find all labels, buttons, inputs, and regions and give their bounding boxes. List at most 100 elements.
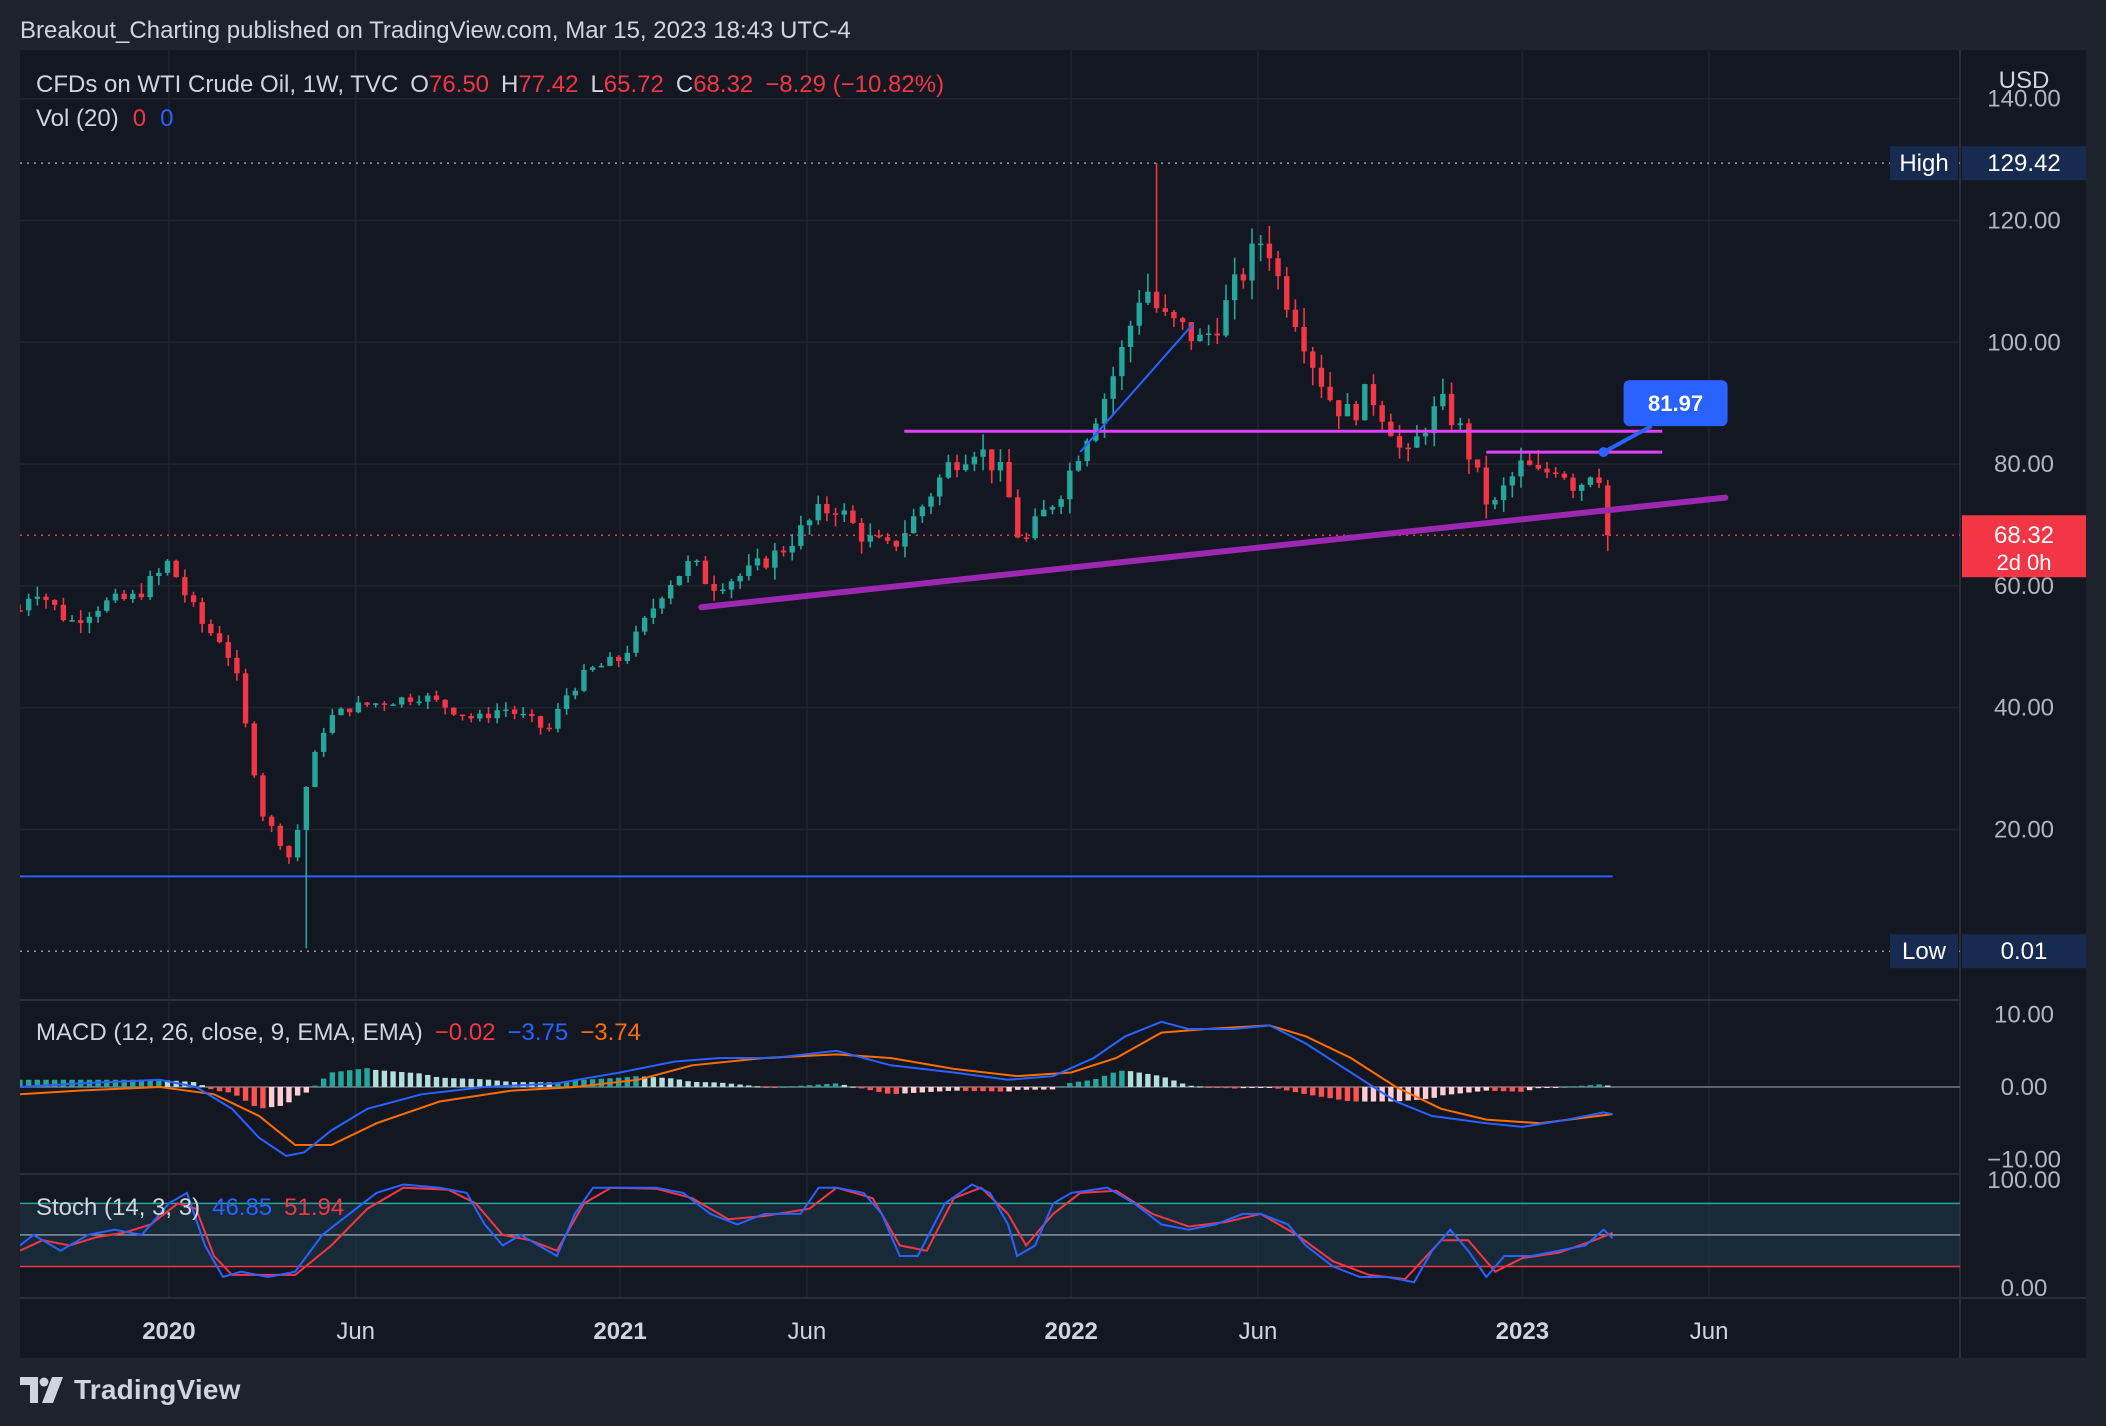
macd-histogram-bar[interactable]	[1596, 1084, 1602, 1087]
candle-down[interactable]	[1240, 267, 1247, 289]
macd-histogram-bar[interactable]	[1457, 1087, 1463, 1094]
candle-down[interactable]	[989, 449, 995, 484]
candle-body[interactable]	[78, 620, 84, 623]
candle-up[interactable]	[1041, 499, 1047, 517]
candle-body[interactable]	[1162, 308, 1168, 312]
candle-body[interactable]	[1526, 460, 1533, 465]
candle-body[interactable]	[720, 589, 726, 592]
candle-body[interactable]	[1145, 291, 1151, 303]
macd-histogram-bar[interactable]	[268, 1087, 275, 1108]
candle-body[interactable]	[1015, 497, 1021, 538]
macd-histogram-bar[interactable]	[121, 1079, 127, 1087]
candle-body[interactable]	[728, 581, 735, 590]
candle-up[interactable]	[130, 589, 136, 603]
macd-histogram-bar[interactable]	[1119, 1070, 1125, 1087]
candle-down[interactable]	[225, 634, 231, 666]
candle-up[interactable]	[1500, 477, 1507, 512]
candle-body[interactable]	[234, 657, 240, 674]
candle-body[interactable]	[156, 572, 162, 577]
candle-down[interactable]	[1310, 347, 1316, 386]
macd-histogram-bar[interactable]	[1448, 1087, 1455, 1095]
candle-up[interactable]	[416, 695, 422, 706]
macd-histogram-bar[interactable]	[1579, 1085, 1585, 1087]
macd-histogram-bar[interactable]	[893, 1087, 899, 1094]
macd-histogram-bar[interactable]	[711, 1082, 717, 1087]
macd-histogram-bar[interactable]	[364, 1068, 370, 1087]
macd-histogram-bar[interactable]	[303, 1087, 310, 1093]
macd-histogram-bar[interactable]	[997, 1087, 1004, 1092]
macd-histogram-bar[interactable]	[876, 1087, 882, 1092]
candle-down[interactable]	[1552, 466, 1559, 478]
candle-body[interactable]	[989, 449, 995, 471]
candle-body[interactable]	[954, 462, 960, 471]
macd-histogram-bar[interactable]	[746, 1085, 752, 1087]
candle-up[interactable]	[95, 606, 101, 623]
candle-body[interactable]	[1041, 509, 1047, 517]
candle-down[interactable]	[1448, 382, 1455, 431]
candle-up[interactable]	[728, 578, 735, 599]
candle-down[interactable]	[537, 715, 544, 735]
candle-up[interactable]	[789, 533, 795, 561]
candle-body[interactable]	[1292, 309, 1299, 327]
candle-down[interactable]	[286, 845, 292, 864]
macd-histogram-bar[interactable]	[347, 1070, 353, 1087]
candle-body[interactable]	[1179, 318, 1186, 323]
candle-down[interactable]	[1284, 266, 1290, 318]
price-tick[interactable]: 60.00	[1994, 573, 2054, 600]
candle-up[interactable]	[355, 695, 362, 714]
stoch-tick[interactable]: 100.00	[1987, 1167, 2060, 1194]
macd-pane[interactable]	[17, 1020, 1960, 1157]
candle-up[interactable]	[1049, 505, 1056, 515]
candle-up[interactable]	[69, 615, 75, 622]
macd-histogram-bar[interactable]	[1344, 1087, 1351, 1101]
macd-histogram-bar[interactable]	[980, 1087, 986, 1092]
candle-body[interactable]	[477, 713, 483, 719]
time-tick[interactable]: 2022	[1045, 1318, 1098, 1345]
candle-up[interactable]	[1223, 284, 1229, 338]
candle-body[interactable]	[529, 713, 535, 717]
macd-histogram-bar[interactable]	[1292, 1087, 1299, 1093]
candle-up[interactable]	[1509, 471, 1515, 498]
macd-histogram-bar[interactable]	[104, 1079, 110, 1087]
candle-up[interactable]	[685, 555, 691, 583]
macd-histogram-bar[interactable]	[320, 1078, 327, 1087]
candle-body[interactable]	[17, 610, 23, 612]
macd-histogram-bar[interactable]	[1075, 1081, 1082, 1087]
candle-body[interactable]	[303, 786, 310, 831]
macd-histogram-bar[interactable]	[1518, 1087, 1524, 1092]
candle-up[interactable]	[641, 615, 648, 636]
candle-up[interactable]	[520, 707, 526, 718]
candle-body[interactable]	[1284, 276, 1290, 310]
candle-body[interactable]	[1336, 400, 1342, 417]
macd-signal-line[interactable]	[19, 1024, 1613, 1146]
macd-histogram-bar[interactable]	[234, 1087, 240, 1096]
time-tick[interactable]: Jun	[336, 1318, 375, 1345]
candle-body[interactable]	[694, 560, 700, 563]
macd-histogram-bar[interactable]	[763, 1087, 769, 1088]
candle-body[interactable]	[104, 600, 110, 611]
candle-up[interactable]	[815, 495, 821, 525]
candle-body[interactable]	[884, 537, 891, 541]
candle-up[interactable]	[34, 586, 41, 606]
candle-body[interactable]	[1440, 393, 1446, 407]
candle-down[interactable]	[268, 814, 275, 833]
candle-body[interactable]	[1414, 436, 1420, 448]
candle-up[interactable]	[980, 434, 986, 471]
candle-body[interactable]	[399, 697, 405, 705]
ascending-trendline[interactable]	[698, 494, 1729, 611]
macd-histogram-bar[interactable]	[1240, 1087, 1247, 1089]
candle-up[interactable]	[320, 727, 327, 757]
candle-down[interactable]	[52, 599, 58, 611]
candle-body[interactable]	[1153, 291, 1160, 309]
candle-up[interactable]	[1067, 462, 1073, 514]
candle-up[interactable]	[1127, 320, 1134, 363]
candle-body[interactable]	[615, 656, 622, 661]
macd-histogram-bar[interactable]	[1535, 1087, 1542, 1089]
candle-down[interactable]	[1292, 299, 1299, 332]
candle-body[interactable]	[997, 461, 1004, 471]
candle-body[interactable]	[459, 714, 466, 717]
candle-body[interactable]	[607, 656, 613, 666]
macd-histogram-bar[interactable]	[1275, 1087, 1281, 1089]
candle-up[interactable]	[694, 559, 700, 566]
candle-down[interactable]	[876, 529, 882, 539]
